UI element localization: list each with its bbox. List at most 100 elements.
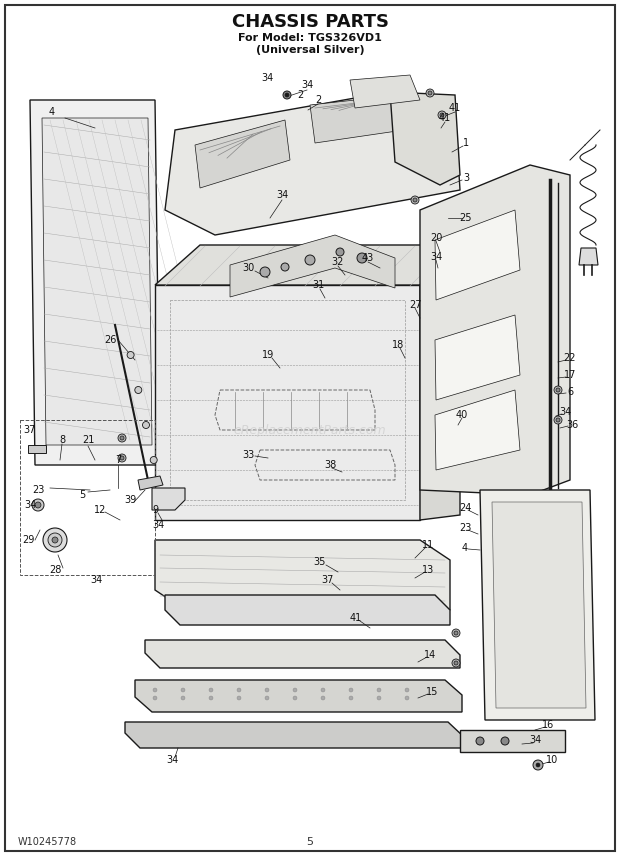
- Circle shape: [377, 696, 381, 700]
- Text: 41: 41: [449, 103, 461, 113]
- Circle shape: [265, 688, 269, 692]
- Circle shape: [283, 91, 291, 99]
- Circle shape: [32, 499, 44, 511]
- Circle shape: [536, 763, 540, 767]
- Circle shape: [405, 688, 409, 692]
- Text: 13: 13: [422, 565, 434, 575]
- Polygon shape: [135, 680, 462, 712]
- Text: 22: 22: [564, 353, 576, 363]
- Text: W10245778: W10245778: [18, 837, 77, 847]
- Polygon shape: [165, 90, 460, 235]
- Text: 29: 29: [22, 535, 34, 545]
- Text: 30: 30: [242, 263, 254, 273]
- Circle shape: [428, 91, 432, 95]
- Circle shape: [305, 255, 315, 265]
- Circle shape: [127, 352, 134, 359]
- Circle shape: [349, 696, 353, 700]
- Polygon shape: [420, 245, 460, 520]
- Circle shape: [209, 696, 213, 700]
- Circle shape: [405, 696, 409, 700]
- Polygon shape: [435, 210, 520, 300]
- Polygon shape: [165, 595, 450, 625]
- Circle shape: [336, 248, 344, 256]
- Polygon shape: [480, 490, 595, 720]
- Text: 34: 34: [301, 80, 313, 90]
- Text: 12: 12: [94, 505, 106, 515]
- Circle shape: [43, 528, 67, 552]
- Text: 15: 15: [426, 687, 438, 697]
- Text: 24: 24: [459, 503, 471, 513]
- Polygon shape: [138, 476, 163, 490]
- Text: 25: 25: [460, 213, 472, 223]
- Circle shape: [554, 386, 562, 394]
- Polygon shape: [420, 165, 570, 495]
- Circle shape: [426, 89, 434, 97]
- Text: 4: 4: [49, 107, 55, 117]
- Text: For Model: TGS326VD1: For Model: TGS326VD1: [238, 33, 382, 43]
- Polygon shape: [195, 120, 290, 188]
- Polygon shape: [390, 92, 460, 185]
- Circle shape: [556, 388, 560, 392]
- Text: 34: 34: [152, 520, 164, 530]
- Circle shape: [293, 688, 297, 692]
- Text: 20: 20: [430, 233, 442, 243]
- Circle shape: [285, 93, 289, 97]
- Text: 33: 33: [242, 450, 254, 460]
- Text: 34: 34: [261, 73, 273, 83]
- Circle shape: [411, 196, 419, 204]
- Text: 34: 34: [166, 755, 178, 765]
- Text: 41: 41: [350, 613, 362, 623]
- Text: 9: 9: [152, 505, 158, 515]
- Polygon shape: [492, 502, 586, 708]
- Polygon shape: [152, 488, 185, 510]
- Text: 41: 41: [439, 113, 451, 123]
- Circle shape: [452, 659, 460, 667]
- Bar: [170, 300, 405, 500]
- Text: 6: 6: [567, 387, 573, 397]
- Text: 43: 43: [362, 253, 374, 263]
- Bar: [460, 730, 565, 752]
- Circle shape: [237, 688, 241, 692]
- Circle shape: [237, 696, 241, 700]
- Circle shape: [181, 688, 185, 692]
- Circle shape: [349, 688, 353, 692]
- Circle shape: [438, 111, 446, 119]
- Text: 38: 38: [324, 460, 336, 470]
- Text: 28: 28: [49, 565, 61, 575]
- Text: 26: 26: [104, 335, 116, 345]
- Text: 39: 39: [124, 495, 136, 505]
- Text: 17: 17: [564, 370, 576, 380]
- Polygon shape: [155, 245, 460, 285]
- Text: 32: 32: [332, 257, 344, 267]
- Text: 37: 37: [24, 425, 36, 435]
- Circle shape: [452, 629, 460, 637]
- Text: 34: 34: [24, 500, 36, 510]
- Circle shape: [454, 661, 458, 665]
- Polygon shape: [435, 315, 520, 400]
- Text: 19: 19: [262, 350, 274, 360]
- Circle shape: [321, 688, 325, 692]
- Circle shape: [52, 537, 58, 543]
- Bar: [20, 420, 155, 575]
- Text: 1: 1: [463, 138, 469, 148]
- Circle shape: [413, 198, 417, 202]
- Text: 21: 21: [82, 435, 94, 445]
- Circle shape: [153, 696, 157, 700]
- Text: 2: 2: [315, 95, 321, 105]
- Circle shape: [321, 696, 325, 700]
- Polygon shape: [30, 100, 160, 465]
- Text: 31: 31: [312, 280, 324, 290]
- Polygon shape: [230, 235, 395, 297]
- Text: 8: 8: [59, 435, 65, 445]
- Circle shape: [48, 533, 62, 547]
- Circle shape: [118, 434, 126, 442]
- Circle shape: [143, 421, 149, 429]
- Text: 23: 23: [459, 523, 471, 533]
- Text: 10: 10: [546, 755, 558, 765]
- Bar: [28, 445, 46, 453]
- Circle shape: [377, 688, 381, 692]
- Circle shape: [150, 456, 157, 463]
- Text: 16: 16: [542, 720, 554, 730]
- Circle shape: [260, 267, 270, 277]
- Circle shape: [501, 737, 509, 745]
